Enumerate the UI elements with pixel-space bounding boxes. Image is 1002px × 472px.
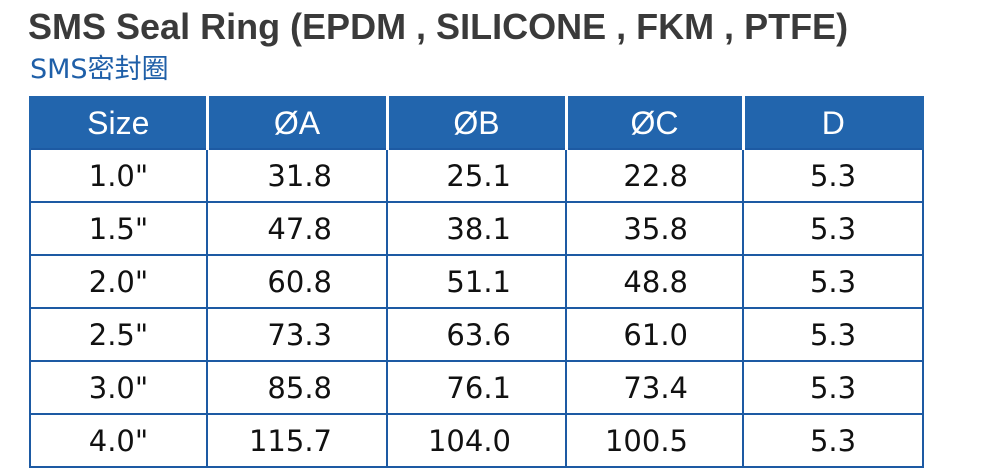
column-header-diameter-c: ØC [564, 97, 745, 149]
column-header-diameter-b: ØB [385, 97, 568, 149]
table-row: 1.0" 31.8 25.1 22.8 5.3 [29, 148, 924, 203]
cell-size: 2.0" [29, 254, 208, 309]
cell-diameter-a: 85.8 [206, 360, 388, 415]
table-header-row: Size ØA ØB ØC D [29, 97, 924, 149]
cell-diameter-a: 73.3 [206, 307, 388, 362]
cell-diameter-b: 63.6 [386, 307, 567, 362]
cell-diameter-a: 60.8 [206, 254, 388, 309]
table-row: 2.0" 60.8 51.1 48.8 5.3 [29, 254, 924, 309]
cell-diameter-b: 38.1 [386, 201, 567, 256]
cell-diameter-c: 73.4 [565, 360, 744, 415]
cell-diameter-a: 115.7 [206, 413, 388, 468]
cell-d: 5.3 [742, 254, 924, 309]
cell-size: 3.0" [29, 360, 208, 415]
cell-size: 1.5" [29, 201, 208, 256]
cell-diameter-c: 35.8 [565, 201, 744, 256]
cell-diameter-c: 61.0 [565, 307, 744, 362]
cell-d: 5.3 [742, 148, 924, 203]
seal-ring-spec-table: Size ØA ØB ØC D 1.0" 31.8 25.1 22.8 5.3 … [29, 96, 924, 468]
cell-d: 5.3 [742, 307, 924, 362]
table-row: 3.0" 85.8 76.1 73.4 5.3 [29, 360, 924, 415]
cell-diameter-c: 48.8 [565, 254, 744, 309]
cell-diameter-c: 22.8 [565, 148, 744, 203]
column-header-size: Size [29, 97, 209, 149]
cell-diameter-b: 104.0 [386, 413, 567, 468]
cell-diameter-a: 47.8 [206, 201, 388, 256]
column-header-d: D [741, 97, 924, 149]
cell-d: 5.3 [742, 413, 924, 468]
table-row: 1.5" 47.8 38.1 35.8 5.3 [29, 201, 924, 256]
cell-size: 4.0" [29, 413, 208, 468]
table-row: 2.5" 73.3 63.6 61.0 5.3 [29, 307, 924, 362]
cell-size: 2.5" [29, 307, 208, 362]
cell-diameter-a: 31.8 [206, 148, 388, 203]
cell-diameter-b: 76.1 [386, 360, 567, 415]
page-title: SMS Seal Ring (EPDM , SILICONE , FKM , P… [28, 6, 849, 47]
table-row: 4.0" 115.7 104.0 100.5 5.3 [29, 413, 924, 468]
cell-size: 1.0" [29, 148, 208, 203]
column-header-diameter-a: ØA [205, 97, 389, 149]
cell-diameter-b: 51.1 [386, 254, 567, 309]
cell-diameter-b: 25.1 [386, 148, 567, 203]
page-subtitle: SMS密封圈 [30, 54, 169, 85]
cell-d: 5.3 [742, 360, 924, 415]
cell-d: 5.3 [742, 201, 924, 256]
cell-diameter-c: 100.5 [565, 413, 744, 468]
